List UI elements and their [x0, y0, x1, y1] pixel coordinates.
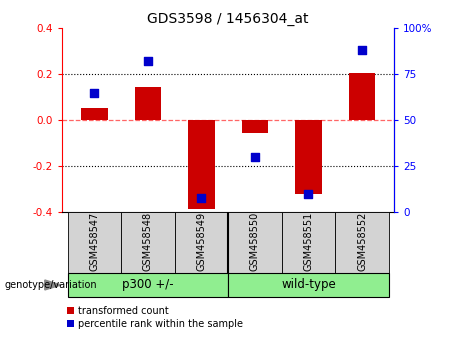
Bar: [242, 120, 268, 133]
Bar: [68, 273, 228, 297]
Text: GSM458548: GSM458548: [143, 212, 153, 271]
Bar: [228, 273, 389, 297]
Bar: [81, 108, 108, 120]
Text: wild-type: wild-type: [281, 279, 336, 291]
Point: [198, 195, 205, 200]
Text: p300 +/-: p300 +/-: [122, 279, 174, 291]
Point: [358, 47, 366, 53]
Bar: [335, 212, 389, 273]
Bar: [175, 212, 228, 273]
Legend: transformed count, percentile rank within the sample: transformed count, percentile rank withi…: [67, 306, 243, 329]
Text: genotype/variation: genotype/variation: [5, 280, 97, 290]
Bar: [228, 212, 282, 273]
Text: GSM458552: GSM458552: [357, 212, 367, 271]
Polygon shape: [45, 280, 61, 290]
Text: GSM458547: GSM458547: [89, 212, 100, 271]
Text: GSM458550: GSM458550: [250, 212, 260, 271]
Text: GSM458551: GSM458551: [303, 212, 313, 271]
Bar: [135, 87, 161, 120]
Point: [305, 191, 312, 197]
Bar: [295, 120, 322, 194]
Point: [91, 90, 98, 96]
Title: GDS3598 / 1456304_at: GDS3598 / 1456304_at: [148, 12, 309, 26]
Bar: [349, 73, 375, 120]
Bar: [282, 212, 335, 273]
Text: GSM458549: GSM458549: [196, 212, 207, 271]
Point: [251, 154, 259, 160]
Point: [144, 59, 152, 64]
Bar: [121, 212, 175, 273]
Bar: [188, 120, 215, 209]
Bar: [68, 212, 121, 273]
